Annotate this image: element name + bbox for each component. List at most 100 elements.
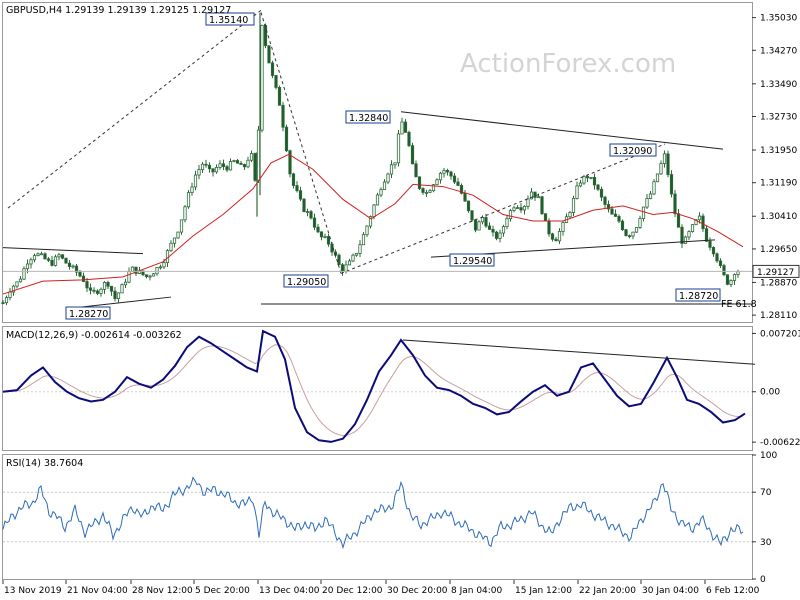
candle-body-33 xyxy=(116,292,121,300)
candle-body-118 xyxy=(414,163,418,178)
candle-body-157 xyxy=(550,233,555,240)
candle-body-193 xyxy=(676,213,681,228)
candle-body-36 xyxy=(127,271,131,283)
trendline-4 xyxy=(340,143,666,274)
candle-body-199 xyxy=(697,215,702,221)
candle-body-197 xyxy=(690,224,695,233)
candle-body-143 xyxy=(501,226,506,234)
candle-body-101 xyxy=(354,253,359,256)
candle-body-52 xyxy=(183,206,187,221)
candle-body-57 xyxy=(200,163,205,171)
candle-body-146 xyxy=(512,207,516,211)
macd-panel xyxy=(2,326,753,451)
candle-body-188 xyxy=(659,163,663,175)
price-title: GBPUSD,H4 1.29139 1.29139 1.29125 1.2912… xyxy=(6,5,231,16)
macd-line xyxy=(2,329,746,443)
candle-body-173 xyxy=(606,204,611,210)
candle-body-184 xyxy=(645,198,649,208)
candle-body-194 xyxy=(680,226,684,244)
candle-body-187 xyxy=(655,173,660,183)
candle-body-24 xyxy=(85,281,89,289)
macd-tick-label-1: 0.00 xyxy=(760,388,780,398)
candle-body-38 xyxy=(134,266,138,274)
candle-body-32 xyxy=(113,290,117,300)
candle-body-86 xyxy=(302,198,306,213)
candle-body-192 xyxy=(673,193,677,215)
rsi-tick-label-3: 0 xyxy=(760,575,766,585)
candle-body-51 xyxy=(179,219,184,233)
candle-body-20 xyxy=(71,265,75,268)
candle-body-113 xyxy=(396,133,401,164)
candle-body-172 xyxy=(603,196,607,205)
candle-body-62 xyxy=(218,163,222,168)
annotation-box-6 xyxy=(65,306,111,320)
candle-body-204 xyxy=(715,253,719,262)
candle-body-104 xyxy=(365,225,369,236)
candle-body-168 xyxy=(589,177,593,179)
candle-body-61 xyxy=(214,167,219,173)
candle-body-148 xyxy=(519,207,523,211)
candle-body-48 xyxy=(169,242,173,252)
candle-body-191 xyxy=(669,174,674,195)
candle-body-137 xyxy=(480,217,485,223)
x-tick-label-7: 8 Jan 04:00 xyxy=(451,586,503,596)
candle-body-28 xyxy=(99,288,103,294)
candle-body-167 xyxy=(585,176,590,179)
candle-body-60 xyxy=(211,168,215,173)
candle-body-42 xyxy=(148,275,152,278)
candle-body-123 xyxy=(431,184,436,192)
rsi-tick-label-2: 30 xyxy=(760,538,772,548)
candle-body-195 xyxy=(683,236,688,244)
candle-body-70 xyxy=(246,159,250,168)
candle-body-153 xyxy=(536,196,541,199)
candle-body-88 xyxy=(309,211,313,219)
candle-body-185 xyxy=(648,193,653,199)
candle-body-46 xyxy=(162,262,166,268)
candle-body-5 xyxy=(18,278,23,283)
candle-body-107 xyxy=(375,194,380,206)
x-tick-label-8: 15 Jan 12:00 xyxy=(515,586,572,596)
x-tick-label-1: 21 Nov 04:00 xyxy=(67,586,128,596)
candle-body-68 xyxy=(239,162,243,165)
candle-body-93 xyxy=(326,236,331,245)
x-tick-label-5: 20 Dec 12:00 xyxy=(322,586,383,596)
candle-body-2 xyxy=(8,291,12,299)
candle-body-98 xyxy=(344,264,348,272)
candle-body-162 xyxy=(568,212,572,218)
candle-body-40 xyxy=(141,270,145,276)
candle-body-119 xyxy=(417,176,422,189)
candle-body-23 xyxy=(81,275,86,282)
candle-body-171 xyxy=(599,188,604,198)
annotation-label-5: 1.28720 xyxy=(679,291,718,302)
annotation-box-1 xyxy=(345,110,391,124)
candle-body-30 xyxy=(106,282,110,287)
candle-body-63 xyxy=(221,163,226,168)
annotation-box-3 xyxy=(283,274,329,288)
candle-body-67 xyxy=(235,160,240,164)
candle-body-125 xyxy=(438,172,443,181)
candle-body-99 xyxy=(347,260,352,266)
candle-body-202 xyxy=(708,240,712,248)
candle-body-152 xyxy=(533,191,537,198)
fe-label: FE 61.8 xyxy=(721,299,757,310)
candle-body-22 xyxy=(78,271,82,277)
trendline-1 xyxy=(2,247,144,255)
candle-body-129 xyxy=(452,175,457,183)
candle-body-207 xyxy=(725,274,730,285)
annotation-box-4 xyxy=(449,253,495,267)
x-tick-label-6: 30 Dec 20:00 xyxy=(387,586,448,596)
candle-body-150 xyxy=(526,198,530,207)
candle-body-142 xyxy=(498,232,502,239)
candle-body-73 xyxy=(256,129,261,181)
candle-body-158 xyxy=(554,238,558,242)
candle-body-54 xyxy=(190,186,194,193)
candle-body-26 xyxy=(92,289,96,292)
candle-body-160 xyxy=(561,222,565,232)
candle-body-80 xyxy=(281,104,285,128)
annotation-box-0 xyxy=(205,12,255,26)
candle-body-155 xyxy=(543,213,548,222)
candle-body-170 xyxy=(596,184,600,190)
rsi-line xyxy=(2,476,744,550)
